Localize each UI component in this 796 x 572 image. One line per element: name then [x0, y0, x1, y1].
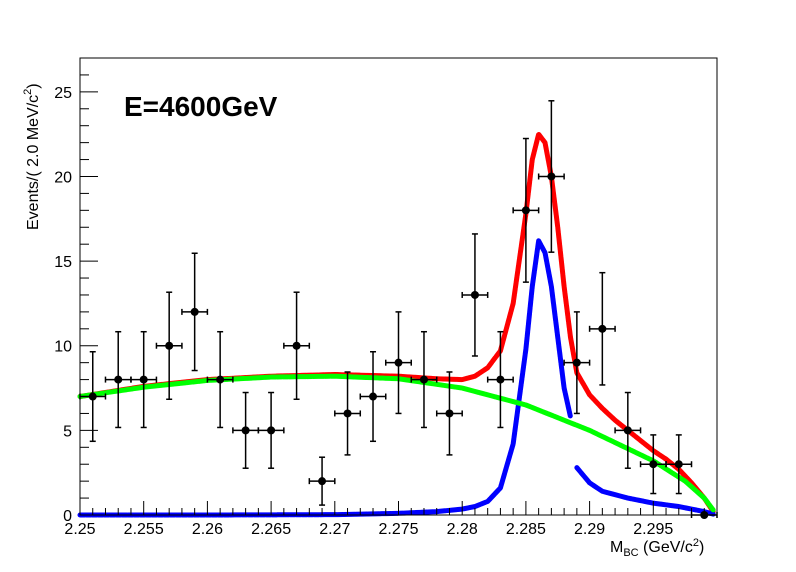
y-axis-title-close: ) — [25, 83, 42, 88]
data-marker — [598, 324, 607, 333]
data-point-20 — [588, 271, 616, 386]
data-marker — [572, 358, 581, 367]
data-marker — [318, 477, 327, 486]
data-marker — [343, 409, 352, 418]
data-point-19 — [563, 311, 591, 415]
data-point-17 — [512, 137, 540, 283]
data-point-16 — [486, 330, 514, 429]
x-tick-label: 2.27 — [319, 521, 350, 538]
data-marker — [88, 392, 97, 401]
data-marker — [496, 375, 505, 384]
x-tick-label: 2.295 — [633, 521, 673, 538]
data-point-8 — [283, 291, 311, 401]
data-point-23 — [665, 434, 693, 495]
data-point-12 — [385, 311, 412, 415]
data-marker — [521, 206, 530, 215]
data-marker — [623, 426, 632, 435]
axes: 2.25 2.255 2.26 2.265 2.27 2.275 2.28 2.285 2.29… — [54, 57, 718, 538]
x-tick-label: 2.26 — [192, 521, 223, 538]
data-marker — [674, 460, 683, 469]
data-marker — [419, 375, 428, 384]
x-axis-title-sub: BC — [623, 547, 638, 559]
y-tick-label: 25 — [54, 85, 72, 102]
signal-curve-0 — [77, 238, 573, 518]
data-marker — [292, 341, 301, 350]
y-tick-label: 5 — [63, 423, 72, 440]
x-tick-label: 2.28 — [447, 521, 478, 538]
data-marker — [369, 392, 378, 401]
data-point-2 — [130, 330, 158, 429]
data-marker — [241, 426, 250, 435]
x-axis-title-sup: 2 — [693, 537, 699, 549]
data-marker — [114, 375, 123, 384]
data-marker — [470, 290, 479, 299]
data-point-7 — [257, 391, 285, 469]
y-tick-label: 0 — [63, 508, 72, 525]
data-point-10 — [334, 371, 362, 456]
data-point-18 — [537, 100, 565, 253]
signal-curve-1 — [574, 465, 716, 517]
data-point-6 — [232, 391, 260, 469]
y-tick-label: 20 — [54, 169, 72, 186]
x-axis-title-unit: (GeV/c — [639, 539, 693, 556]
data-point-4 — [181, 252, 209, 372]
data-marker — [649, 460, 658, 469]
x-tick-label: 2.25 — [64, 521, 95, 538]
x-tick-label: 2.285 — [506, 521, 546, 538]
x-tick-label: 2.29 — [574, 521, 605, 538]
data-marker — [190, 307, 199, 316]
data-point-9 — [308, 456, 336, 506]
data-marker — [445, 409, 454, 418]
data-marker — [165, 341, 174, 350]
data-point-11 — [359, 350, 387, 443]
data-points — [79, 100, 718, 519]
y-axis-title-main: Events/( 2.0 MeV/c — [25, 95, 42, 230]
y-tick-label: 10 — [54, 339, 72, 356]
data-point-21 — [614, 391, 642, 469]
data-marker — [394, 358, 403, 367]
data-point-14 — [435, 371, 463, 456]
x-axis-title-main: M — [610, 539, 623, 556]
data-point-13 — [410, 330, 438, 429]
x-axis-title: MBC (GeV/c2) — [610, 537, 704, 559]
total-fit-curve — [77, 131, 716, 515]
y-axis-title-sup: 2 — [22, 89, 34, 95]
data-marker — [139, 375, 148, 384]
y-axis-title: Events/( 2.0 MeV/c2) — [22, 83, 42, 230]
x-tick-label: 2.255 — [124, 521, 164, 538]
data-marker — [547, 172, 556, 181]
energy-annotation: E=4600GeV — [124, 91, 278, 122]
data-marker — [216, 375, 225, 384]
y-tick-label: 15 — [54, 254, 72, 271]
data-marker — [267, 426, 276, 435]
data-point-15 — [461, 233, 489, 357]
x-axis-title-close: ) — [699, 539, 704, 556]
x-tick-label: 2.275 — [378, 521, 418, 538]
data-point-5 — [206, 330, 234, 429]
data-point-3 — [155, 291, 183, 401]
x-tick-label: 2.265 — [251, 521, 291, 538]
